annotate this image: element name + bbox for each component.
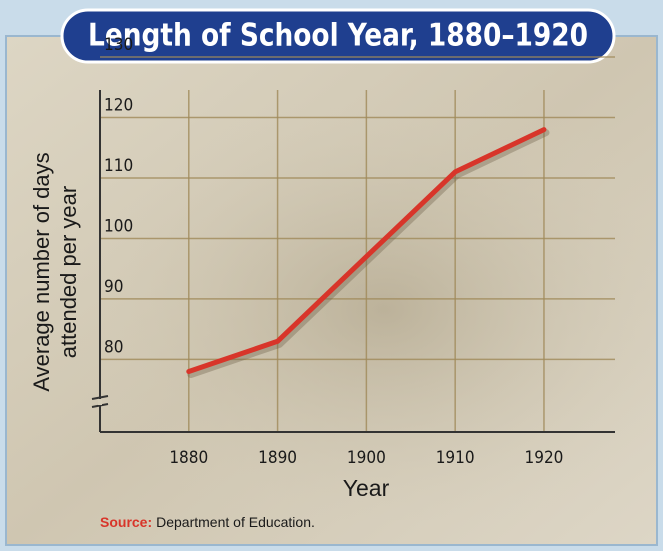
background-photo [60, 100, 650, 520]
x-tick-label: 1890 [258, 448, 297, 468]
y-tick-label: 80 [104, 337, 123, 357]
plot-area: 80 90 100 110 120 130 1880 1890 1900 1910 1920 [99, 35, 615, 468]
y-tick-label: 110 [104, 156, 133, 176]
axis-break-gap [98, 399, 102, 405]
line-shadow [187, 129, 550, 379]
y-tick-label: 100 [104, 216, 133, 236]
y-tick-label: 120 [104, 95, 133, 115]
source-label: Source: [100, 514, 152, 530]
x-tick-label: 1900 [347, 448, 386, 468]
title-banner [60, 8, 616, 64]
data-line [186, 127, 547, 375]
y-tick-label: 130 [104, 35, 133, 55]
y-axis-label: Average number of days [29, 152, 54, 391]
source-text: Department of Education. [156, 514, 315, 530]
axis-break [91, 395, 109, 408]
chart-title: Length of School Year, 1880–1920 [88, 18, 588, 54]
x-tick-label: 1910 [436, 448, 475, 468]
x-tick-label: 1920 [525, 448, 564, 468]
x-tick-label: 1880 [169, 448, 208, 468]
y-axis-label: attended per year [56, 186, 81, 358]
y-tick-label: 90 [104, 277, 123, 297]
source: Source: Department of Education. [100, 514, 315, 530]
x-axis-label: Year [343, 475, 390, 501]
